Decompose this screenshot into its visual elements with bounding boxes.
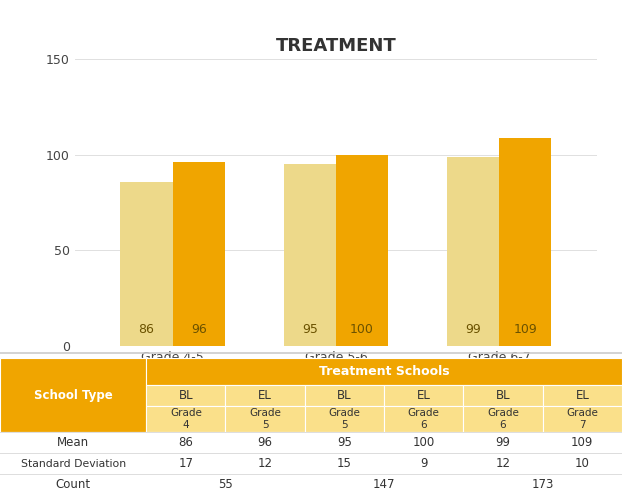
- Bar: [146, 406, 225, 432]
- Text: Grade
4: Grade 4: [170, 408, 202, 430]
- Bar: [284, 165, 336, 346]
- Bar: [542, 453, 622, 474]
- Bar: [0, 453, 146, 474]
- Bar: [225, 432, 305, 453]
- Bar: [305, 432, 384, 453]
- Bar: [384, 453, 463, 474]
- Bar: [0, 474, 146, 494]
- Bar: [173, 163, 225, 346]
- Text: 100: 100: [412, 436, 435, 449]
- Bar: [542, 385, 622, 406]
- Text: Grade
5: Grade 5: [249, 408, 281, 430]
- Bar: [463, 432, 542, 453]
- Text: 17: 17: [179, 457, 193, 470]
- Bar: [336, 155, 388, 346]
- Text: 86: 86: [139, 323, 154, 336]
- Text: Grade
6: Grade 6: [487, 408, 519, 430]
- Text: 96: 96: [191, 323, 207, 336]
- Text: 147: 147: [373, 478, 396, 491]
- Bar: [463, 453, 542, 474]
- Text: 95: 95: [337, 436, 352, 449]
- Bar: [146, 358, 622, 385]
- Legend: BASELINE, ENDLINE: BASELINE, ENDLINE: [256, 426, 416, 449]
- Text: Grade
5: Grade 5: [328, 408, 360, 430]
- Bar: [542, 432, 622, 453]
- Bar: [305, 385, 384, 406]
- Bar: [0, 358, 146, 432]
- Bar: [384, 406, 463, 432]
- Text: 95: 95: [302, 323, 318, 336]
- Bar: [384, 432, 463, 453]
- Text: 109: 109: [513, 323, 537, 336]
- Text: 12: 12: [258, 457, 272, 470]
- Text: Mean: Mean: [57, 436, 89, 449]
- Text: BL: BL: [337, 389, 352, 402]
- Bar: [499, 138, 552, 346]
- Text: EL: EL: [258, 389, 272, 402]
- Text: Grade
6: Grade 6: [408, 408, 440, 430]
- Text: Count: Count: [55, 478, 91, 491]
- Text: 99: 99: [465, 323, 481, 336]
- Bar: [542, 406, 622, 432]
- Text: School Type: School Type: [34, 389, 113, 402]
- Text: 9: 9: [420, 457, 427, 470]
- Bar: [463, 385, 542, 406]
- Text: EL: EL: [417, 389, 430, 402]
- Bar: [225, 453, 305, 474]
- Bar: [305, 406, 384, 432]
- Bar: [146, 474, 305, 494]
- Title: TREATMENT: TREATMENT: [276, 37, 396, 55]
- Text: 109: 109: [571, 436, 593, 449]
- Bar: [305, 474, 463, 494]
- Text: Treatment Schools: Treatment Schools: [318, 365, 450, 378]
- Text: 12: 12: [496, 457, 511, 470]
- Text: 86: 86: [179, 436, 193, 449]
- Bar: [225, 406, 305, 432]
- Bar: [447, 157, 499, 346]
- Text: 100: 100: [350, 323, 374, 336]
- Bar: [0, 432, 146, 453]
- Text: 15: 15: [337, 457, 352, 470]
- Bar: [384, 385, 463, 406]
- Text: 96: 96: [258, 436, 272, 449]
- Bar: [146, 385, 225, 406]
- Text: 173: 173: [532, 478, 554, 491]
- Text: BL: BL: [179, 389, 193, 402]
- Bar: [463, 406, 542, 432]
- Bar: [463, 474, 622, 494]
- Bar: [121, 181, 173, 346]
- Text: BL: BL: [496, 389, 511, 402]
- Text: 55: 55: [218, 478, 233, 491]
- Bar: [146, 453, 225, 474]
- Text: Grade
7: Grade 7: [567, 408, 598, 430]
- Bar: [225, 385, 305, 406]
- Text: EL: EL: [575, 389, 589, 402]
- Text: Standard Deviation: Standard Deviation: [21, 459, 126, 469]
- Text: 10: 10: [575, 457, 590, 470]
- Bar: [305, 453, 384, 474]
- Bar: [146, 432, 225, 453]
- Text: 99: 99: [496, 436, 511, 449]
